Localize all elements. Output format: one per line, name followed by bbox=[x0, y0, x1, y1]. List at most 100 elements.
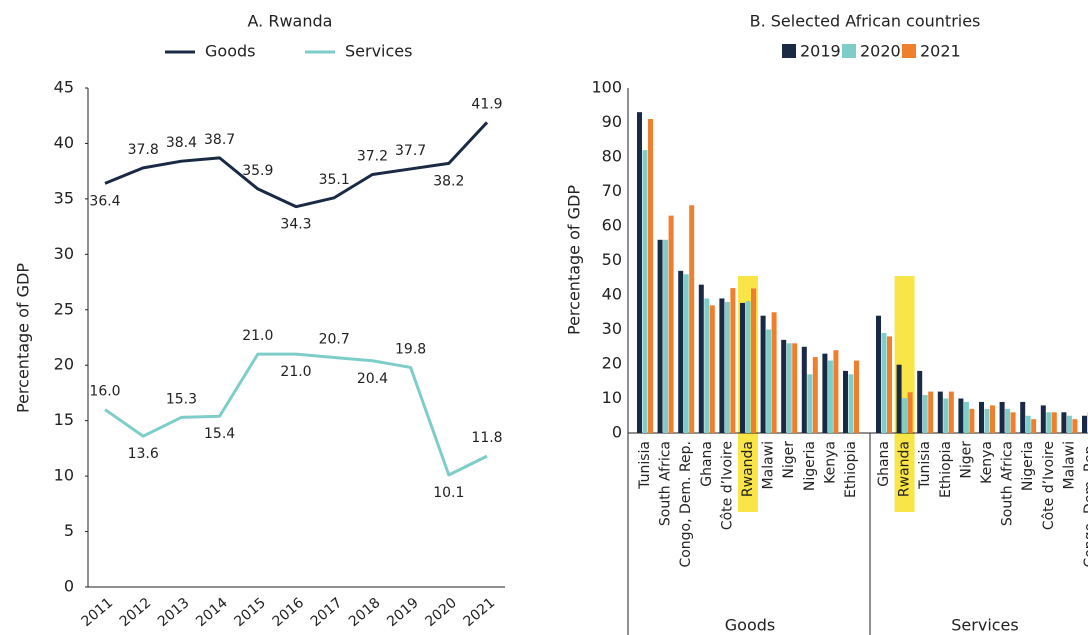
y-tick-label: 50 bbox=[602, 250, 622, 269]
x-tick-label: Côte d’Ivoire bbox=[719, 441, 735, 530]
bar bbox=[1066, 415, 1072, 433]
bar bbox=[928, 391, 934, 433]
data-label: 13.6 bbox=[128, 446, 159, 462]
x-tick-label: Ghana bbox=[699, 441, 715, 487]
bar bbox=[1031, 419, 1037, 433]
bar bbox=[827, 360, 833, 433]
bar bbox=[704, 298, 710, 433]
bar bbox=[917, 370, 923, 433]
bar bbox=[801, 346, 807, 433]
data-label: 10.1 bbox=[433, 485, 464, 501]
bar bbox=[902, 398, 908, 433]
bar bbox=[698, 284, 704, 433]
y-tick-label: 100 bbox=[591, 78, 622, 97]
x-tick-label: Tunisia bbox=[917, 441, 933, 490]
legend-label: 2021 bbox=[920, 42, 961, 61]
x-tick-label: Nigeria bbox=[1020, 441, 1036, 491]
bar bbox=[943, 398, 949, 433]
x-tick-label: Rwanda bbox=[740, 441, 756, 497]
bar bbox=[958, 398, 964, 433]
bar bbox=[907, 392, 913, 433]
bar bbox=[724, 301, 730, 433]
bar bbox=[887, 336, 892, 433]
y-tick-label: 10 bbox=[54, 466, 74, 485]
x-tick-label: Nigeria bbox=[802, 441, 818, 491]
data-label: 37.7 bbox=[395, 143, 426, 159]
y-tick-label: 0 bbox=[612, 423, 622, 442]
data-label: 37.8 bbox=[128, 142, 159, 158]
bar bbox=[1061, 412, 1067, 433]
bar bbox=[760, 315, 766, 433]
legend-label: Goods bbox=[205, 42, 255, 61]
data-label: 15.4 bbox=[204, 426, 235, 442]
x-tick-label: 2017 bbox=[308, 595, 346, 630]
data-label: 35.9 bbox=[242, 163, 273, 179]
bar bbox=[663, 239, 669, 433]
x-tick-label: Tunisia bbox=[637, 441, 653, 490]
bar bbox=[937, 391, 943, 433]
bar bbox=[812, 357, 818, 433]
bar bbox=[979, 401, 984, 433]
bar bbox=[881, 332, 887, 433]
bar bbox=[876, 315, 881, 433]
bar bbox=[848, 374, 854, 433]
bar bbox=[984, 408, 990, 433]
data-label: 38.4 bbox=[166, 135, 197, 151]
bar bbox=[896, 364, 902, 433]
data-label: 37.2 bbox=[357, 148, 388, 164]
bar bbox=[948, 391, 954, 433]
y-tick-label: 30 bbox=[54, 244, 74, 263]
data-label: 21.0 bbox=[280, 364, 311, 380]
y-tick-label: 70 bbox=[602, 181, 622, 200]
bar bbox=[642, 150, 648, 433]
bar bbox=[766, 329, 772, 433]
bar bbox=[689, 205, 695, 433]
y-tick-label: 60 bbox=[602, 216, 622, 235]
bar bbox=[745, 301, 751, 433]
x-tick-label: 2016 bbox=[270, 595, 308, 630]
data-label: 34.3 bbox=[280, 217, 311, 233]
legend-swatch bbox=[842, 44, 856, 58]
x-tick-label: Malawi bbox=[1061, 441, 1077, 489]
bar bbox=[1005, 408, 1011, 433]
x-tick-label: 2015 bbox=[231, 595, 269, 630]
bar bbox=[637, 112, 642, 434]
x-tick-label: South Africa bbox=[658, 441, 674, 526]
data-label: 20.7 bbox=[319, 331, 350, 347]
x-tick-label: Congo, Dem. Rep. bbox=[678, 441, 694, 568]
x-tick-label: Ethiopia bbox=[843, 441, 859, 498]
y-tick-label: 80 bbox=[602, 147, 622, 166]
y-axis-label: Percentage of GDP bbox=[14, 263, 33, 413]
y-axis-label: Percentage of GDP bbox=[565, 185, 584, 335]
legend-label: Services bbox=[345, 42, 412, 61]
x-tick-label: South Africa bbox=[1000, 441, 1016, 526]
x-tick-label: 2014 bbox=[193, 595, 231, 630]
y-tick-label: 90 bbox=[602, 112, 622, 131]
chart-title: B. Selected African countries bbox=[750, 12, 981, 31]
data-label: 21.0 bbox=[242, 328, 273, 344]
bar bbox=[740, 302, 745, 433]
x-tick-label: 2012 bbox=[117, 595, 155, 630]
bar bbox=[683, 274, 689, 433]
data-label: 35.1 bbox=[319, 172, 350, 188]
data-label: 19.8 bbox=[395, 341, 426, 357]
bar bbox=[786, 343, 792, 433]
x-tick-label: Malawi bbox=[761, 441, 777, 489]
x-tick-label: 2013 bbox=[155, 595, 193, 630]
data-label: 16.0 bbox=[89, 384, 120, 400]
x-tick-label: Niger bbox=[958, 441, 974, 479]
highlight bbox=[894, 276, 915, 512]
bar bbox=[1010, 412, 1016, 433]
data-label: 20.4 bbox=[357, 371, 388, 387]
legend-swatch bbox=[902, 44, 916, 58]
bar bbox=[822, 353, 828, 433]
bar bbox=[781, 339, 787, 433]
y-tick-label: 0 bbox=[64, 577, 74, 596]
x-tick-label: Ethiopia bbox=[938, 441, 954, 498]
bar bbox=[1072, 419, 1078, 433]
bar bbox=[1051, 412, 1057, 433]
x-tick-label: Kenya bbox=[979, 441, 995, 484]
y-tick-label: 40 bbox=[54, 133, 74, 152]
x-tick-label: Côte d’Ivoire bbox=[1041, 441, 1057, 530]
